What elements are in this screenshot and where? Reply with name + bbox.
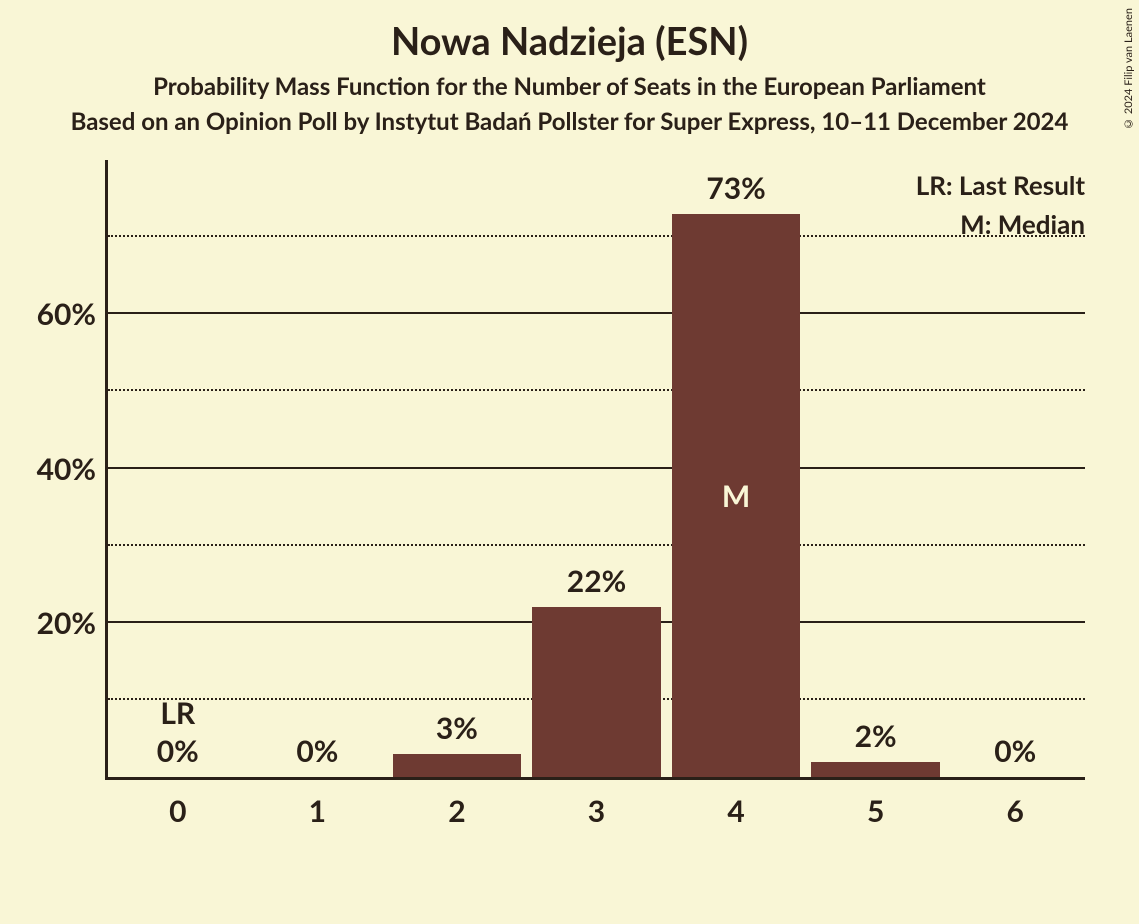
bar: 22%	[532, 607, 660, 777]
chart-subtitle: Probability Mass Function for the Number…	[0, 72, 1139, 101]
x-axis-tick-label: 0	[169, 793, 186, 829]
x-axis-tick-label: 1	[309, 793, 326, 829]
bar-value-label: 3%	[436, 710, 478, 746]
x-axis-tick-label: 6	[1007, 793, 1024, 829]
y-axis-tick-label: 20%	[37, 605, 108, 641]
gridline-minor	[108, 544, 1085, 546]
bar: 3%	[393, 754, 521, 777]
y-axis-tick-label: 60%	[37, 296, 108, 332]
bar-value-label: 0%	[296, 733, 338, 769]
bar: 73%M	[672, 214, 800, 777]
header: Nowa Nadzieja (ESN) Probability Mass Fun…	[0, 0, 1139, 136]
copyright-text: © 2024 Filip van Laenen	[1122, 8, 1135, 130]
plot-region: LR: Last Result M: Median 20%40%60%0%LR0…	[105, 160, 1085, 780]
x-axis-tick-label: 5	[867, 793, 884, 829]
bar-value-label: 22%	[567, 563, 626, 599]
legend: LR: Last Result M: Median	[916, 166, 1085, 244]
bar-value-label: 0%	[994, 733, 1036, 769]
last-result-marker: LR	[160, 695, 195, 731]
x-axis-tick-label: 3	[588, 793, 605, 829]
bar-value-label: 0%	[157, 733, 199, 769]
gridline-minor	[108, 235, 1085, 237]
bar: 2%	[811, 762, 939, 777]
gridline-major: 60%	[108, 312, 1085, 314]
x-axis-tick-label: 4	[727, 793, 744, 829]
chart-title: Nowa Nadzieja (ESN)	[0, 18, 1139, 64]
legend-median: M: Median	[916, 205, 1085, 244]
y-axis-tick-label: 40%	[37, 451, 108, 487]
chart-area: LR: Last Result M: Median 20%40%60%0%LR0…	[105, 160, 1085, 840]
legend-lr: LR: Last Result	[916, 166, 1085, 205]
median-marker: M	[722, 478, 750, 514]
gridline-major: 40%	[108, 467, 1085, 469]
bar-value-label: 2%	[855, 718, 897, 754]
x-axis-tick-label: 2	[448, 793, 465, 829]
bar-value-label: 73%	[706, 170, 765, 206]
gridline-minor	[108, 389, 1085, 391]
chart-context: Based on an Opinion Poll by Instytut Bad…	[0, 107, 1139, 136]
